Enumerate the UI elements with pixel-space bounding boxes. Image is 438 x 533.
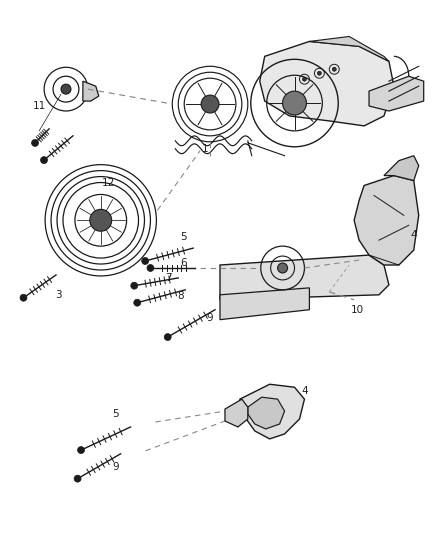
Text: 8: 8: [177, 291, 184, 301]
Polygon shape: [384, 156, 419, 181]
Polygon shape: [225, 399, 248, 427]
Polygon shape: [83, 81, 99, 101]
Circle shape: [61, 84, 71, 94]
Text: 3: 3: [55, 290, 61, 300]
Text: 4: 4: [301, 386, 308, 396]
Circle shape: [164, 334, 171, 341]
Circle shape: [134, 299, 141, 306]
Text: 10: 10: [350, 305, 364, 314]
Polygon shape: [354, 175, 419, 265]
Circle shape: [142, 257, 148, 264]
Circle shape: [78, 447, 85, 454]
Circle shape: [20, 294, 27, 301]
Text: 6: 6: [180, 258, 187, 268]
Text: 1: 1: [202, 144, 208, 154]
Polygon shape: [220, 288, 309, 320]
Text: 9: 9: [113, 462, 119, 472]
Text: 5: 5: [113, 409, 119, 419]
Circle shape: [41, 157, 47, 164]
Circle shape: [283, 91, 307, 115]
Circle shape: [74, 475, 81, 482]
Text: 11: 11: [32, 101, 46, 111]
Text: 12: 12: [102, 177, 115, 188]
Polygon shape: [369, 76, 424, 111]
Text: 4: 4: [410, 230, 417, 240]
Circle shape: [131, 282, 138, 289]
Circle shape: [90, 209, 112, 231]
Text: 7: 7: [165, 273, 172, 283]
Polygon shape: [240, 384, 304, 439]
Circle shape: [318, 71, 321, 75]
Circle shape: [332, 67, 336, 71]
Polygon shape: [220, 255, 389, 300]
Text: 5: 5: [180, 232, 187, 242]
Polygon shape: [248, 397, 285, 429]
Circle shape: [201, 95, 219, 113]
Circle shape: [278, 263, 288, 273]
Circle shape: [147, 264, 154, 271]
Polygon shape: [309, 36, 389, 61]
Text: 9: 9: [207, 313, 213, 322]
Circle shape: [32, 140, 39, 147]
Polygon shape: [260, 42, 394, 126]
Circle shape: [303, 77, 307, 81]
